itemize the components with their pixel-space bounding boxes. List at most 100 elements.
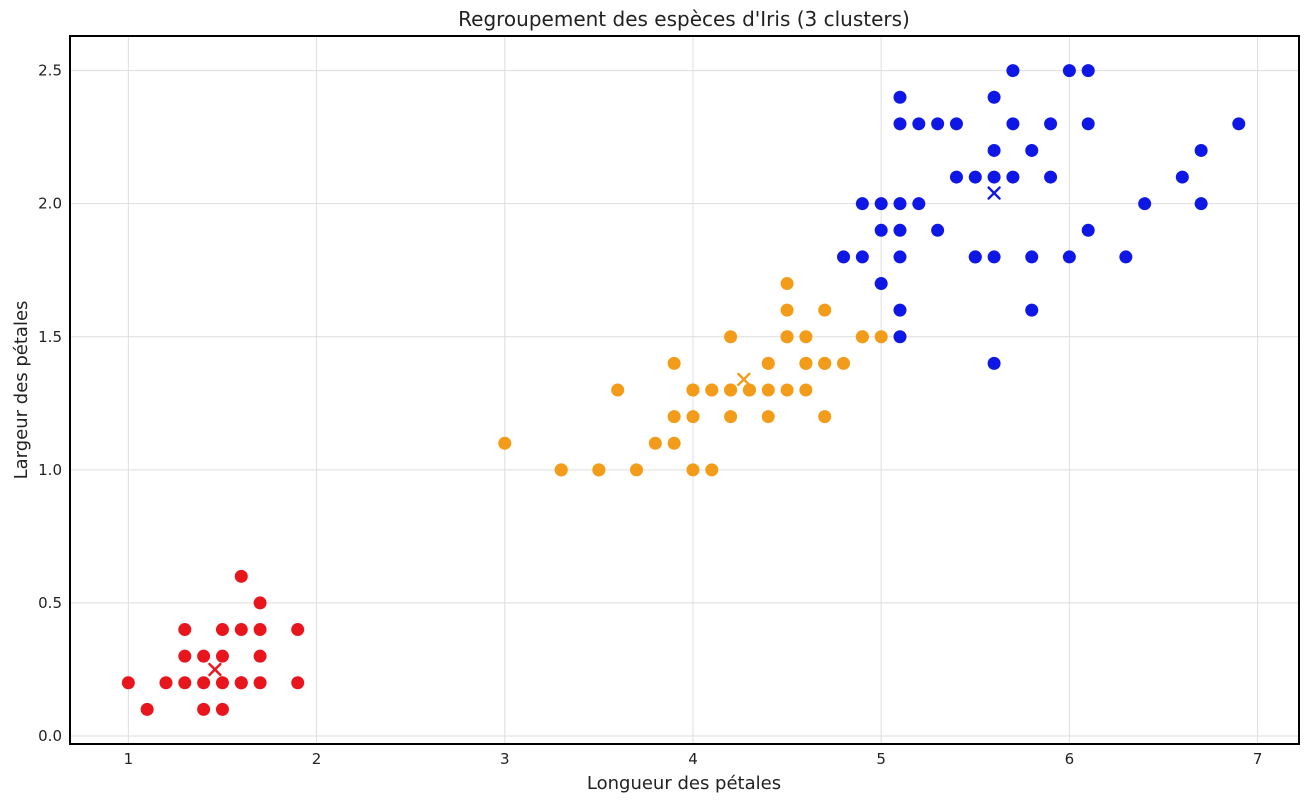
data-point — [215, 702, 229, 716]
y-axis-label: Largeur des pétales — [11, 301, 32, 480]
data-point — [121, 676, 135, 690]
data-point — [178, 649, 192, 663]
data-point — [780, 303, 794, 317]
data-point — [818, 410, 832, 424]
data-point — [799, 383, 813, 397]
data-point — [987, 90, 1001, 104]
data-point — [893, 90, 907, 104]
data-point — [686, 410, 700, 424]
data-point — [1138, 197, 1152, 211]
data-point — [291, 676, 305, 690]
data-point — [893, 117, 907, 131]
data-point — [724, 330, 738, 344]
data-point — [987, 143, 1001, 157]
data-point — [1194, 197, 1208, 211]
data-point — [1044, 117, 1058, 131]
data-point — [818, 303, 832, 317]
data-point — [253, 596, 267, 610]
data-point — [799, 356, 813, 370]
data-point — [253, 649, 267, 663]
data-point — [855, 330, 869, 344]
data-point — [611, 383, 625, 397]
data-point — [554, 463, 568, 477]
data-point — [893, 197, 907, 211]
data-point — [724, 410, 738, 424]
data-point — [630, 463, 644, 477]
data-point — [215, 649, 229, 663]
data-point — [874, 223, 888, 237]
data-point — [1081, 223, 1095, 237]
data-point — [742, 383, 756, 397]
data-point — [1006, 64, 1020, 78]
x-tick-label: 4 — [688, 750, 698, 768]
data-point — [234, 623, 248, 637]
data-point — [837, 356, 851, 370]
data-point — [215, 623, 229, 637]
data-point — [667, 356, 681, 370]
data-point — [667, 410, 681, 424]
data-point — [780, 330, 794, 344]
data-point — [159, 676, 173, 690]
data-point — [1044, 170, 1058, 184]
data-point — [1006, 170, 1020, 184]
grid — [70, 36, 1299, 744]
data-point — [253, 623, 267, 637]
x-axis-label: Longueur des pétales — [587, 773, 781, 794]
data-point — [912, 197, 926, 211]
y-tick-label: 1.5 — [38, 328, 62, 346]
x-tick-label: 6 — [1065, 750, 1075, 768]
plot-frame — [69, 35, 1300, 745]
data-point — [1232, 117, 1246, 131]
data-point — [291, 623, 305, 637]
centroid-marker — [987, 186, 1001, 200]
data-point — [1175, 170, 1189, 184]
data-point — [855, 250, 869, 264]
data-point — [818, 356, 832, 370]
data-point — [761, 410, 775, 424]
data-point — [705, 463, 719, 477]
data-point — [197, 676, 211, 690]
data-point — [761, 383, 775, 397]
data-point — [931, 223, 945, 237]
data-point — [893, 223, 907, 237]
data-point — [1025, 250, 1039, 264]
data-point — [197, 649, 211, 663]
data-point — [253, 676, 267, 690]
y-tick-label: 0.5 — [38, 594, 62, 612]
data-point — [1062, 64, 1076, 78]
data-point — [987, 250, 1001, 264]
data-point — [893, 330, 907, 344]
y-tick-label: 0.0 — [38, 727, 62, 745]
data-point — [234, 569, 248, 583]
centroids — [208, 186, 1001, 677]
data-point — [1006, 117, 1020, 131]
x-tick-label: 5 — [876, 750, 886, 768]
data-point — [1025, 143, 1039, 157]
x-tick-label: 7 — [1253, 750, 1263, 768]
data-point — [686, 383, 700, 397]
data-point — [178, 623, 192, 637]
data-point — [1081, 117, 1095, 131]
data-point — [874, 277, 888, 291]
data-point — [837, 250, 851, 264]
data-point — [874, 330, 888, 344]
x-axis-ticks: 1 2 3 4 5 6 7 — [124, 750, 1263, 768]
data-point — [686, 463, 700, 477]
data-point — [987, 170, 1001, 184]
data-point — [140, 702, 154, 716]
data-point — [234, 676, 248, 690]
x-tick-label: 2 — [312, 750, 322, 768]
data-point — [968, 250, 982, 264]
data-point — [799, 330, 813, 344]
data-point — [178, 676, 192, 690]
data-point — [780, 383, 794, 397]
data-point — [968, 170, 982, 184]
data-point — [761, 356, 775, 370]
data-point — [949, 117, 963, 131]
data-point — [498, 436, 512, 450]
data-point — [215, 676, 229, 690]
data-point — [912, 117, 926, 131]
data-point — [724, 383, 738, 397]
data-point — [592, 463, 606, 477]
